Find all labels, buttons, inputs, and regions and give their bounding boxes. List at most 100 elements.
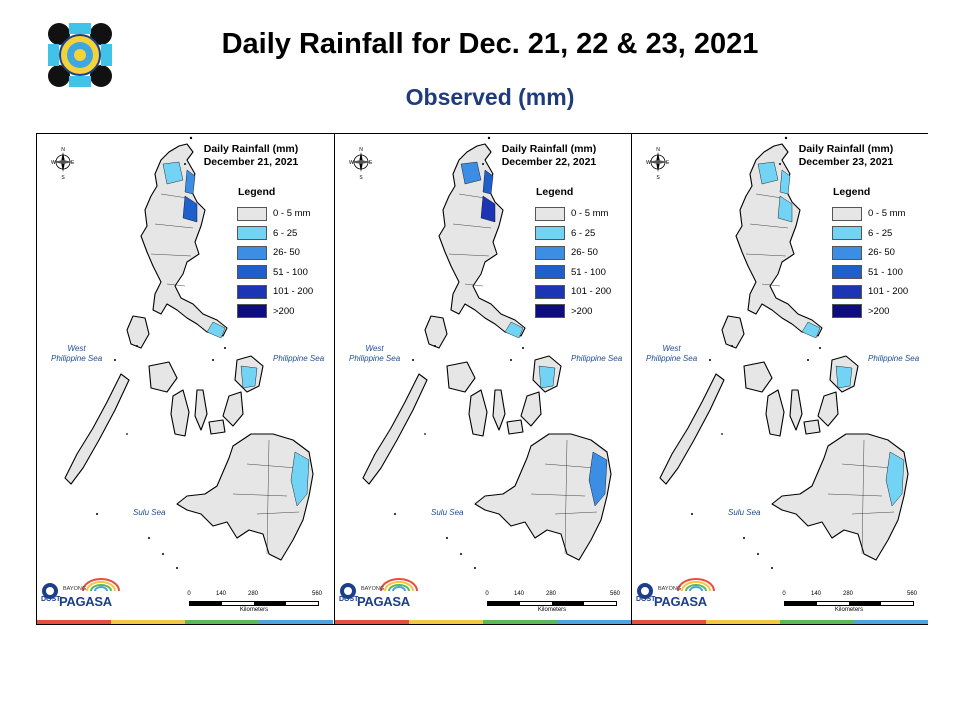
legend-label: 26- 50 — [868, 247, 895, 259]
legend-label: 101 - 200 — [868, 286, 909, 298]
legend-item: 51 - 100 — [237, 263, 313, 283]
rain-zone-bicol — [504, 321, 524, 339]
svg-text:N: N — [359, 147, 363, 153]
dost-label: DOST — [636, 596, 656, 603]
negros-island — [468, 389, 488, 437]
legend-swatch — [535, 304, 565, 319]
pagasa-wordmark: PAGASA — [357, 594, 410, 609]
svg-text:E: E — [666, 160, 670, 166]
sulu-sea-label: Sulu Sea — [431, 508, 464, 517]
compass-rose-icon: N S W E — [646, 147, 670, 180]
pagasa-wordmark: PAGASA — [59, 594, 112, 609]
legend-item: 0 - 5 mm — [832, 204, 908, 224]
legend-label: 6 - 25 — [868, 227, 893, 239]
legend-label: >200 — [273, 305, 295, 317]
scale-tick: 0 — [187, 591, 191, 597]
legend-swatch — [237, 304, 267, 319]
rain-zone-bicol — [206, 321, 226, 339]
legend-swatch — [832, 284, 862, 299]
scale-tick: 140 — [513, 591, 525, 597]
rain-zone-eastern-visayas — [240, 365, 258, 389]
panay-island — [743, 361, 773, 393]
legend-item: 0 - 5 mm — [237, 204, 313, 224]
west-philippine-sea-label: West Philippine Sea — [349, 344, 401, 363]
pagasa-tagline: BAYONG — [361, 586, 385, 592]
rain-zone-cagayan — [184, 169, 196, 195]
legend-item: >200 — [237, 302, 313, 322]
philippine-sea-label: Philippine Sea — [868, 354, 920, 363]
legend: Legend 0 - 5 mm 6 - 25 26- 50 51 - 100 101 -… — [832, 186, 908, 321]
legend-label: 26- 50 — [571, 247, 598, 259]
rain-zone-isabela — [777, 195, 793, 223]
rain-zone-east-mindanao — [885, 451, 905, 507]
legend-label: 51 - 100 — [273, 266, 308, 278]
rain-zone-eastern-visayas — [538, 365, 556, 389]
svg-text:S: S — [61, 175, 65, 180]
svg-text:W: W — [51, 160, 56, 166]
compass-rose-icon: N S W E — [349, 147, 373, 180]
legend-swatch — [237, 245, 267, 260]
rain-zone-east-mindanao — [588, 451, 608, 507]
luzon-island — [438, 143, 526, 337]
rain-zone-north-luzon — [757, 161, 779, 185]
rain-zone-bicol — [801, 321, 821, 339]
svg-text:W: W — [646, 160, 651, 166]
leyte-island — [817, 391, 839, 427]
color-stripe — [37, 620, 333, 624]
mindanao-island — [176, 433, 314, 561]
legend-swatch — [237, 265, 267, 280]
luzon-island — [140, 143, 228, 337]
legend-title: Legend — [536, 186, 574, 198]
bohol-island — [208, 419, 226, 435]
legend-label: 101 - 200 — [571, 286, 612, 298]
legend-label: 26- 50 — [273, 247, 300, 259]
scale-tick: 0 — [782, 591, 786, 597]
pagasa-branding: DOST BAYONG PAGASA — [636, 578, 720, 616]
map-title: Daily Rainfall (mm) December 22, 2021 — [479, 143, 619, 169]
rainfall-map-panel-dec23: N S W E Daily Rainfall (mm) December 23,… — [631, 134, 928, 624]
rainbow-umbrella-icon — [82, 578, 120, 592]
legend-item: 6 - 25 — [832, 224, 908, 244]
philippines-map — [659, 136, 909, 569]
map-date: December 21, 2021 — [203, 156, 299, 168]
map-title-line1: Daily Rainfall (mm) — [203, 143, 299, 155]
map-title: Daily Rainfall (mm) December 23, 2021 — [776, 143, 916, 169]
negros-island — [170, 389, 190, 437]
page-title: Daily Rainfall for Dec. 21, 22 & 23, 202… — [221, 28, 759, 60]
legend-swatch — [535, 226, 565, 241]
rain-zone-cagayan — [482, 169, 494, 195]
scale-tick: 560 — [906, 591, 918, 597]
legend-swatch — [832, 304, 862, 319]
legend-title: Legend — [833, 186, 871, 198]
svg-text:E: E — [71, 160, 75, 166]
svg-text:S: S — [359, 175, 363, 180]
legend-label: 6 - 25 — [273, 227, 298, 239]
pagasa-tagline: BAYONG — [658, 586, 682, 592]
cebu-island — [492, 389, 506, 431]
legend-item: 26- 50 — [535, 243, 611, 263]
cebu-island — [194, 389, 208, 431]
scale-tick: 280 — [842, 591, 854, 597]
legend-swatch — [237, 226, 267, 241]
legend-item: >200 — [535, 302, 611, 322]
leyte-island — [520, 391, 542, 427]
negros-island — [765, 389, 785, 437]
legend-label: 0 - 5 mm — [868, 208, 906, 220]
scale-tick: 280 — [247, 591, 259, 597]
map-date: December 23, 2021 — [798, 156, 894, 168]
svg-text:N: N — [61, 147, 65, 153]
svg-text:N: N — [656, 147, 660, 153]
legend-item: 26- 50 — [237, 243, 313, 263]
pagasa-logo — [47, 22, 113, 88]
scale-tick: 140 — [215, 591, 227, 597]
rainfall-map-panel-dec21: N S W E Daily Rainfall (mm) December 21,… — [37, 134, 333, 624]
rain-zone-isabela — [182, 195, 198, 223]
scale-tick: 140 — [810, 591, 822, 597]
svg-text:W: W — [349, 160, 354, 166]
legend-item: 101 - 200 — [237, 282, 313, 302]
philippines-map — [64, 136, 314, 569]
map-title: Daily Rainfall (mm) December 21, 2021 — [181, 143, 321, 169]
panay-island — [446, 361, 476, 393]
legend-swatch — [237, 206, 267, 221]
scale-tick: 560 — [609, 591, 621, 597]
